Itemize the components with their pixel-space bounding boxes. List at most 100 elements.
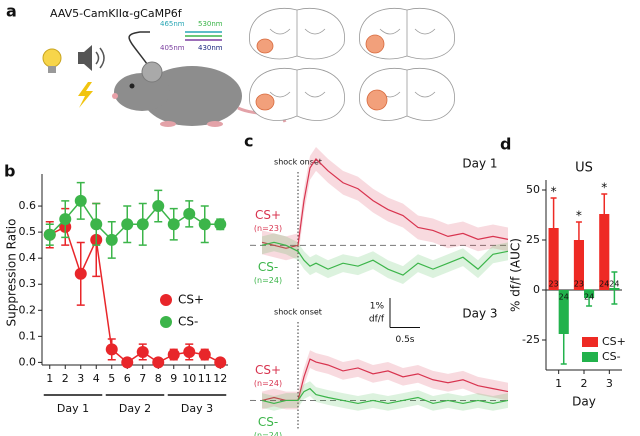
legend-label: CS+ bbox=[178, 293, 204, 307]
error-band bbox=[262, 381, 508, 411]
x-axis-label: Day bbox=[572, 395, 596, 409]
x-tick-label: 10 bbox=[182, 372, 196, 385]
data-point bbox=[167, 218, 180, 231]
wavelength-label: 465nm bbox=[160, 20, 185, 28]
data-point bbox=[74, 194, 87, 207]
group-label: Day 3 bbox=[181, 402, 213, 415]
bar bbox=[599, 214, 610, 290]
chart-title: US bbox=[575, 161, 593, 176]
chart-title: Day 3 bbox=[462, 307, 497, 321]
data-point bbox=[152, 356, 165, 369]
series-line bbox=[49, 199, 221, 241]
trace-line bbox=[261, 387, 509, 405]
x-tick-label: 3 bbox=[606, 377, 613, 390]
x-tick-label: 3 bbox=[77, 372, 84, 385]
n-label: 24 bbox=[559, 293, 569, 302]
legend-label: CS- bbox=[178, 315, 198, 329]
trace-line bbox=[261, 358, 509, 402]
legend-swatch bbox=[582, 337, 598, 347]
y-tick-label: -25 bbox=[522, 333, 540, 346]
bar bbox=[558, 290, 569, 334]
brain-sections bbox=[249, 7, 455, 121]
data-point bbox=[136, 218, 149, 231]
n-label: (n=24) bbox=[254, 431, 282, 436]
series-label: CS+ bbox=[255, 208, 281, 222]
y-tick-label: 50 bbox=[526, 183, 540, 196]
data-point bbox=[198, 348, 211, 361]
n-label: 24 bbox=[584, 293, 594, 302]
data-point bbox=[59, 213, 72, 226]
legend-label: CS+ bbox=[602, 335, 626, 348]
group-label: Day 1 bbox=[57, 402, 89, 415]
n-label: 23 bbox=[574, 280, 584, 289]
scale-bar-label: 0.5s bbox=[395, 335, 414, 345]
legend-marker bbox=[160, 294, 172, 306]
data-point bbox=[74, 267, 87, 280]
panel-label: a bbox=[6, 2, 17, 21]
data-point bbox=[90, 218, 103, 231]
data-point bbox=[136, 345, 149, 358]
chart-title: Day 1 bbox=[462, 157, 497, 171]
x-tick-label: 9 bbox=[170, 372, 177, 385]
y-tick-label: 0.5 bbox=[19, 225, 37, 238]
data-point bbox=[183, 207, 196, 220]
n-label: (n=24) bbox=[254, 276, 282, 285]
panel-label: c bbox=[244, 132, 253, 151]
wavelength-label: 405nm bbox=[160, 44, 185, 52]
y-axis-label: Suppression Ratio bbox=[5, 219, 19, 327]
data-point bbox=[105, 343, 118, 356]
y-tick-label: 0.1 bbox=[19, 329, 37, 342]
y-tick-label: 0.3 bbox=[19, 277, 37, 290]
significance-label: * bbox=[601, 181, 607, 195]
y-tick-label: 25 bbox=[526, 233, 540, 246]
onset-label: shock onset bbox=[274, 308, 322, 317]
error-band bbox=[262, 233, 508, 285]
x-tick-label: 8 bbox=[155, 372, 162, 385]
x-tick-label: 5 bbox=[108, 372, 115, 385]
series-label: CS+ bbox=[255, 363, 281, 377]
x-tick-label: 1 bbox=[46, 372, 53, 385]
data-point bbox=[214, 218, 227, 231]
n-label: 24 bbox=[599, 280, 609, 289]
x-tick-label: 11 bbox=[198, 372, 212, 385]
error-band bbox=[262, 147, 508, 261]
x-tick-label: 2 bbox=[581, 377, 588, 390]
data-point bbox=[183, 345, 196, 358]
data-point bbox=[214, 356, 227, 369]
x-tick-label: 12 bbox=[213, 372, 227, 385]
significance-label: * bbox=[576, 209, 582, 223]
error-band bbox=[262, 350, 508, 410]
data-point bbox=[167, 348, 180, 361]
y-tick-label: 0.4 bbox=[19, 251, 37, 264]
bar bbox=[548, 228, 559, 290]
data-point bbox=[121, 356, 134, 369]
wavelength-label: 430nm bbox=[198, 44, 223, 52]
data-point bbox=[43, 228, 56, 241]
n-label: (n=24) bbox=[254, 379, 282, 388]
group-label: Day 2 bbox=[119, 402, 151, 415]
legend-label: CS- bbox=[602, 350, 621, 363]
series-label: CS- bbox=[258, 415, 278, 429]
panel-label: b bbox=[4, 162, 15, 181]
stimulus-icons bbox=[42, 45, 105, 108]
bar bbox=[609, 288, 620, 290]
n-label: 24 bbox=[609, 280, 619, 289]
data-point bbox=[152, 200, 165, 213]
trace-line bbox=[261, 157, 509, 249]
y-tick-label: 0.6 bbox=[19, 199, 37, 212]
x-tick-label: 7 bbox=[139, 372, 146, 385]
legend-swatch bbox=[582, 352, 598, 362]
scale-bar-label: df/f bbox=[369, 314, 385, 324]
n-label: (n=23) bbox=[254, 224, 282, 233]
y-tick-label: 0.2 bbox=[19, 303, 37, 316]
data-point bbox=[198, 218, 211, 231]
y-tick-label: 0 bbox=[533, 283, 540, 296]
y-axis-label: % df/f (AUC) bbox=[509, 238, 523, 312]
trace-line bbox=[261, 241, 509, 276]
onset-label: shock onset bbox=[274, 158, 322, 167]
n-label: 23 bbox=[549, 280, 559, 289]
legend-marker bbox=[160, 316, 172, 328]
y-tick-label: 0.0 bbox=[19, 355, 37, 368]
x-tick-label: 1 bbox=[555, 377, 562, 390]
